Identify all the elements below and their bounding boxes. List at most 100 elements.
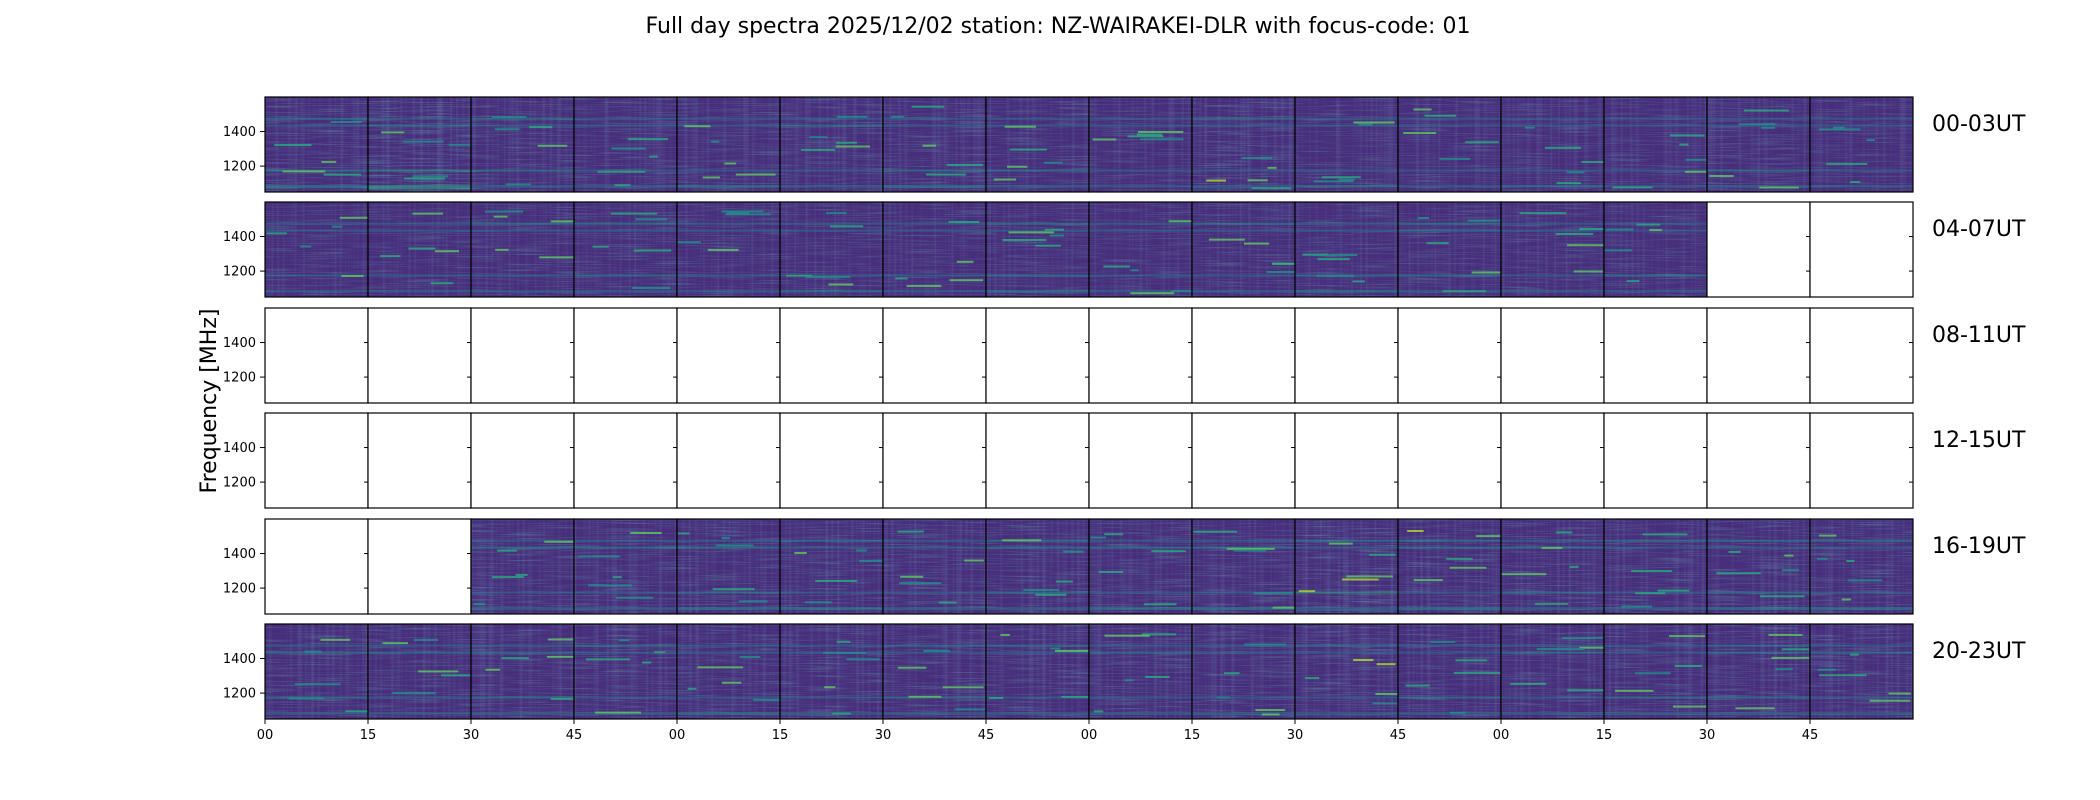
row-time-label: 04-07UT <box>1932 217 2026 242</box>
spectrum-panel <box>1500 307 1605 404</box>
spectrum-panel <box>1500 623 1610 720</box>
spectrum-panel <box>1809 307 1914 404</box>
spectrum-panel <box>1809 518 1914 615</box>
spectrum-panel <box>1191 623 1296 720</box>
spectrum-panel <box>779 412 884 509</box>
x-tick-label: 45 <box>566 728 583 743</box>
spectrum-panel <box>676 518 781 615</box>
spectrum-panel <box>573 412 678 509</box>
chart-title: Full day spectra 2025/12/02 station: NZ-… <box>646 14 1471 39</box>
spectrum-panel <box>1809 201 1914 298</box>
spectrum-panel <box>573 307 678 404</box>
spectrum-panel <box>1500 412 1605 509</box>
spectrum-panel <box>367 96 487 193</box>
spectrum-panel <box>470 623 592 720</box>
spectrum-panel <box>985 96 1090 193</box>
spectrum-panel <box>985 201 1090 298</box>
x-tick-label: 15 <box>772 728 789 743</box>
x-tick-label: 00 <box>669 728 686 743</box>
spectrum-panel <box>264 201 369 298</box>
spectra-row: 1400 1200 08-11UT <box>223 307 2026 404</box>
spectrum-panel <box>573 518 678 615</box>
spectra-row: 1400 1200 00-03UT <box>223 96 2026 193</box>
y-tick-label: 1200 <box>223 371 256 386</box>
spectrum-panel <box>264 307 369 404</box>
spectrum-panel <box>779 96 884 193</box>
y-tick-label: 1200 <box>223 476 256 491</box>
spectrum-panel <box>1294 412 1399 509</box>
spectrum-panel <box>573 96 678 193</box>
spectrum-panel <box>367 201 472 298</box>
spectrum-panel <box>1088 412 1193 509</box>
spectrum-panel <box>1603 518 1708 615</box>
spectrum-panel <box>676 96 781 193</box>
spectrum-panel <box>1294 518 1399 615</box>
x-tick-label: 45 <box>1802 728 1819 743</box>
x-tick-label: 00 <box>1493 728 1510 743</box>
x-tick-label: 45 <box>978 728 995 743</box>
spectrum-panel <box>1706 623 1830 720</box>
y-tick-label: 1400 <box>223 547 256 562</box>
spectrum-panel <box>1397 518 1506 615</box>
spectrum-panel <box>882 96 987 193</box>
spectrum-panel <box>882 518 987 615</box>
spectrum-panel <box>470 518 577 615</box>
spectrum-panel <box>1397 307 1502 404</box>
y-tick-label: 1200 <box>223 265 256 280</box>
spectrum-panel <box>470 307 575 404</box>
spectrum-panel <box>1809 623 1914 720</box>
y-tick-label: 1200 <box>223 687 256 702</box>
spectrum-panel <box>470 96 575 193</box>
spectrum-panel <box>1603 307 1708 404</box>
spectrum-panel <box>573 201 678 298</box>
spectrum-panel <box>676 201 781 298</box>
spectrum-panel <box>1397 96 1502 193</box>
spectrum-panel <box>1191 518 1305 615</box>
spectrum-panel <box>779 623 884 720</box>
spectrum-panel <box>882 201 987 298</box>
y-axis-label: Frequency [MHz] <box>197 309 222 494</box>
x-tick-label: 30 <box>463 728 480 743</box>
row-time-label: 08-11UT <box>1932 323 2026 348</box>
x-tick-label: 15 <box>1596 728 1613 743</box>
spectrum-panel <box>1603 412 1708 509</box>
spectrum-panel <box>367 623 481 720</box>
spectrum-panel <box>1603 201 1708 298</box>
y-tick-label: 1400 <box>223 652 256 667</box>
spectrum-panel <box>1294 623 1423 720</box>
spectrum-panel <box>1603 96 1722 193</box>
y-tick-label: 1400 <box>223 125 256 140</box>
spectrum-panel <box>1706 518 1811 615</box>
spectrum-panel <box>573 623 678 720</box>
spectrum-panel <box>1706 96 1811 193</box>
spectrum-panel <box>1088 623 1193 720</box>
spectrum-panel <box>1603 623 1710 720</box>
x-tick-label: 15 <box>1184 728 1201 743</box>
spectrum-panel <box>1809 412 1914 509</box>
spectra-rows: 1400 1200 00-03UT 1400 1200 04-07UT 1400 1200 08… <box>223 96 2026 720</box>
y-tick-label: 1200 <box>223 160 256 175</box>
spectrum-panel <box>1397 412 1502 509</box>
spectrum-panel <box>264 96 369 193</box>
row-time-label: 00-03UT <box>1932 112 2026 137</box>
spectrum-panel <box>882 623 990 720</box>
spectrum-panel <box>1088 96 1193 193</box>
spectrum-panel <box>1809 96 1914 193</box>
spectrum-panel <box>1191 96 1296 193</box>
spectrum-panel <box>985 307 1090 404</box>
x-tick-label: 30 <box>1287 728 1304 743</box>
spectrum-panel <box>1706 201 1811 298</box>
spectrum-panel <box>470 201 584 298</box>
row-time-label: 20-23UT <box>1932 639 2026 664</box>
spectrum-panel <box>1706 412 1811 509</box>
spectrum-panel <box>1088 201 1217 298</box>
spectrum-panel <box>779 518 890 615</box>
spectrum-panel <box>1397 623 1502 720</box>
x-tick-label: 00 <box>1081 728 1098 743</box>
spectrum-panel <box>882 412 987 509</box>
spectrum-panel <box>779 201 884 298</box>
row-time-label: 16-19UT <box>1932 534 2026 559</box>
spectrum-panel <box>1294 307 1399 404</box>
spectrum-panel <box>1088 307 1193 404</box>
spectrum-panel <box>1191 412 1296 509</box>
